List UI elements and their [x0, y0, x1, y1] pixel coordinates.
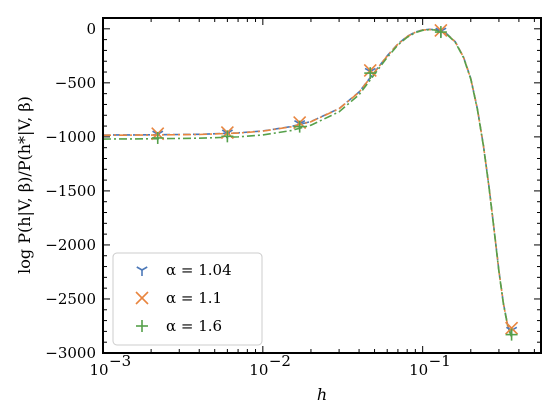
- legend: α = 1.04 α = 1.1 α = 1.6: [112, 252, 263, 346]
- x-tick-exponent-0: −3: [109, 352, 131, 370]
- y-tick-label-0: 0: [86, 20, 96, 38]
- data-point-2-4: [434, 26, 447, 39]
- y-axis-title: log P(h|V, β)/P(h*|V, β): [15, 96, 34, 274]
- plot-frame: [102, 17, 542, 354]
- legend-marker-1: [135, 291, 149, 305]
- data-point-2-1: [221, 130, 234, 143]
- data-point-2-5: [505, 328, 518, 341]
- series-line-1: [102, 28, 513, 338]
- x-tick-label-2: 10: [409, 361, 428, 379]
- y-tick-label-5: −2500: [45, 290, 96, 308]
- x-axis-title: h: [317, 385, 327, 404]
- data-point-2-0: [151, 131, 164, 144]
- data-point-2-2: [293, 120, 306, 133]
- series-line-2: [102, 28, 513, 338]
- x-tick-label-0: 10: [89, 361, 108, 379]
- data-point-1-5: [505, 321, 519, 335]
- legend-marker-2: [136, 320, 148, 332]
- tick-labels-layer: 10 −3 10 −2 10 −10−500−1000−1500−2000−2500−30…: [45, 20, 451, 379]
- legend-label-2: α = 1.6: [166, 317, 222, 335]
- y-tick-label-2: −1000: [45, 128, 96, 146]
- legend-label-1: α = 1.1: [166, 289, 222, 307]
- y-tick-label-3: −1500: [45, 182, 96, 200]
- data-point-2-3: [364, 67, 377, 80]
- y-tick-label-1: −500: [55, 74, 96, 92]
- markers-layer: [151, 23, 519, 341]
- y-tick-label-6: −3000: [45, 344, 96, 362]
- x-tick-exponent-2: −1: [429, 352, 451, 370]
- x-tick-label-1: 10: [249, 361, 268, 379]
- legend-box: [112, 252, 263, 346]
- legend-label-0: α = 1.04: [166, 261, 232, 279]
- legend-marker-0: [136, 266, 148, 276]
- curves-layer: [102, 28, 513, 338]
- x-tick-exponent-1: −2: [269, 352, 291, 370]
- y-tick-label-4: −2000: [45, 236, 96, 254]
